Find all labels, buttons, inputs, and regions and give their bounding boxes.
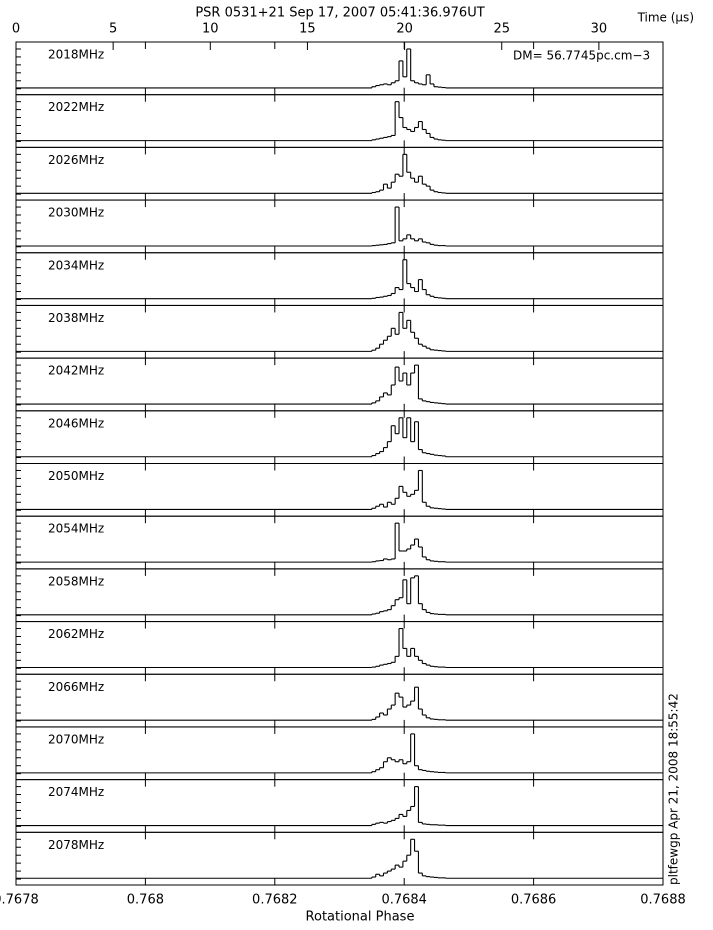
panel-frame bbox=[15, 673, 664, 728]
panel-frame bbox=[15, 779, 664, 833]
x2-tick-label: 20 bbox=[396, 22, 413, 37]
footer: pltfewgp Apr 21, 2008 18:55:42 bbox=[667, 693, 681, 885]
series-label: 2054MHz bbox=[48, 522, 104, 536]
x2-tick-label: 10 bbox=[202, 22, 219, 37]
panel-frame bbox=[15, 357, 664, 412]
x-tick-label: 0.7682 bbox=[252, 893, 298, 908]
x-tick-label: 0.768 bbox=[127, 893, 164, 908]
panel-frame bbox=[15, 199, 664, 254]
series-label: 2066MHz bbox=[48, 680, 104, 694]
x-tick-label: 0.7678 bbox=[0, 893, 39, 908]
x2-tick-label: 5 bbox=[109, 22, 117, 37]
series-label: 2026MHz bbox=[48, 153, 104, 167]
series-label: 2034MHz bbox=[48, 258, 104, 272]
panel-frame bbox=[15, 252, 664, 306]
series-label: 2046MHz bbox=[48, 416, 104, 430]
series-label: 2058MHz bbox=[48, 574, 104, 588]
annotation: DM= 56.7745pc.cm−3 bbox=[513, 49, 650, 63]
x2-axis-label: Time (μs) bbox=[637, 11, 694, 25]
x-axis-label: Rotational Phase bbox=[306, 910, 415, 925]
x2-tick-label: 30 bbox=[591, 22, 608, 37]
x2-tick-label: 0 bbox=[12, 22, 20, 37]
series-label: 2038MHz bbox=[48, 311, 104, 325]
series-label: 2030MHz bbox=[48, 206, 104, 220]
series-label: 2062MHz bbox=[48, 627, 104, 641]
panel-frame bbox=[15, 463, 664, 517]
panel-frame bbox=[15, 621, 664, 675]
x-tick-label: 0.7684 bbox=[381, 893, 427, 908]
series-label: 2050MHz bbox=[48, 469, 104, 483]
panel-frame bbox=[15, 726, 664, 781]
panel-frame bbox=[15, 146, 664, 201]
chart-title: PSR 0531+21 Sep 17, 2007 05:41:36.976UT bbox=[195, 6, 484, 21]
series-label: 2042MHz bbox=[48, 364, 104, 378]
panel-frame bbox=[15, 94, 664, 148]
series-label: 2022MHz bbox=[48, 100, 104, 114]
series-label: 2074MHz bbox=[48, 785, 104, 799]
series-label: 2018MHz bbox=[48, 48, 104, 62]
series-label: 2078MHz bbox=[48, 838, 104, 852]
panel-frame bbox=[15, 410, 664, 464]
panel-frame bbox=[15, 304, 664, 359]
series-label: 2070MHz bbox=[48, 732, 104, 746]
x2-tick-label: 15 bbox=[299, 22, 316, 37]
x2-tick-label: 25 bbox=[493, 22, 510, 37]
x-tick-label: 0.7686 bbox=[511, 893, 557, 908]
panel-frame bbox=[15, 831, 664, 886]
panel-frame bbox=[15, 568, 664, 623]
panel-frame bbox=[15, 515, 664, 570]
x-tick-label: 0.7688 bbox=[640, 893, 686, 908]
